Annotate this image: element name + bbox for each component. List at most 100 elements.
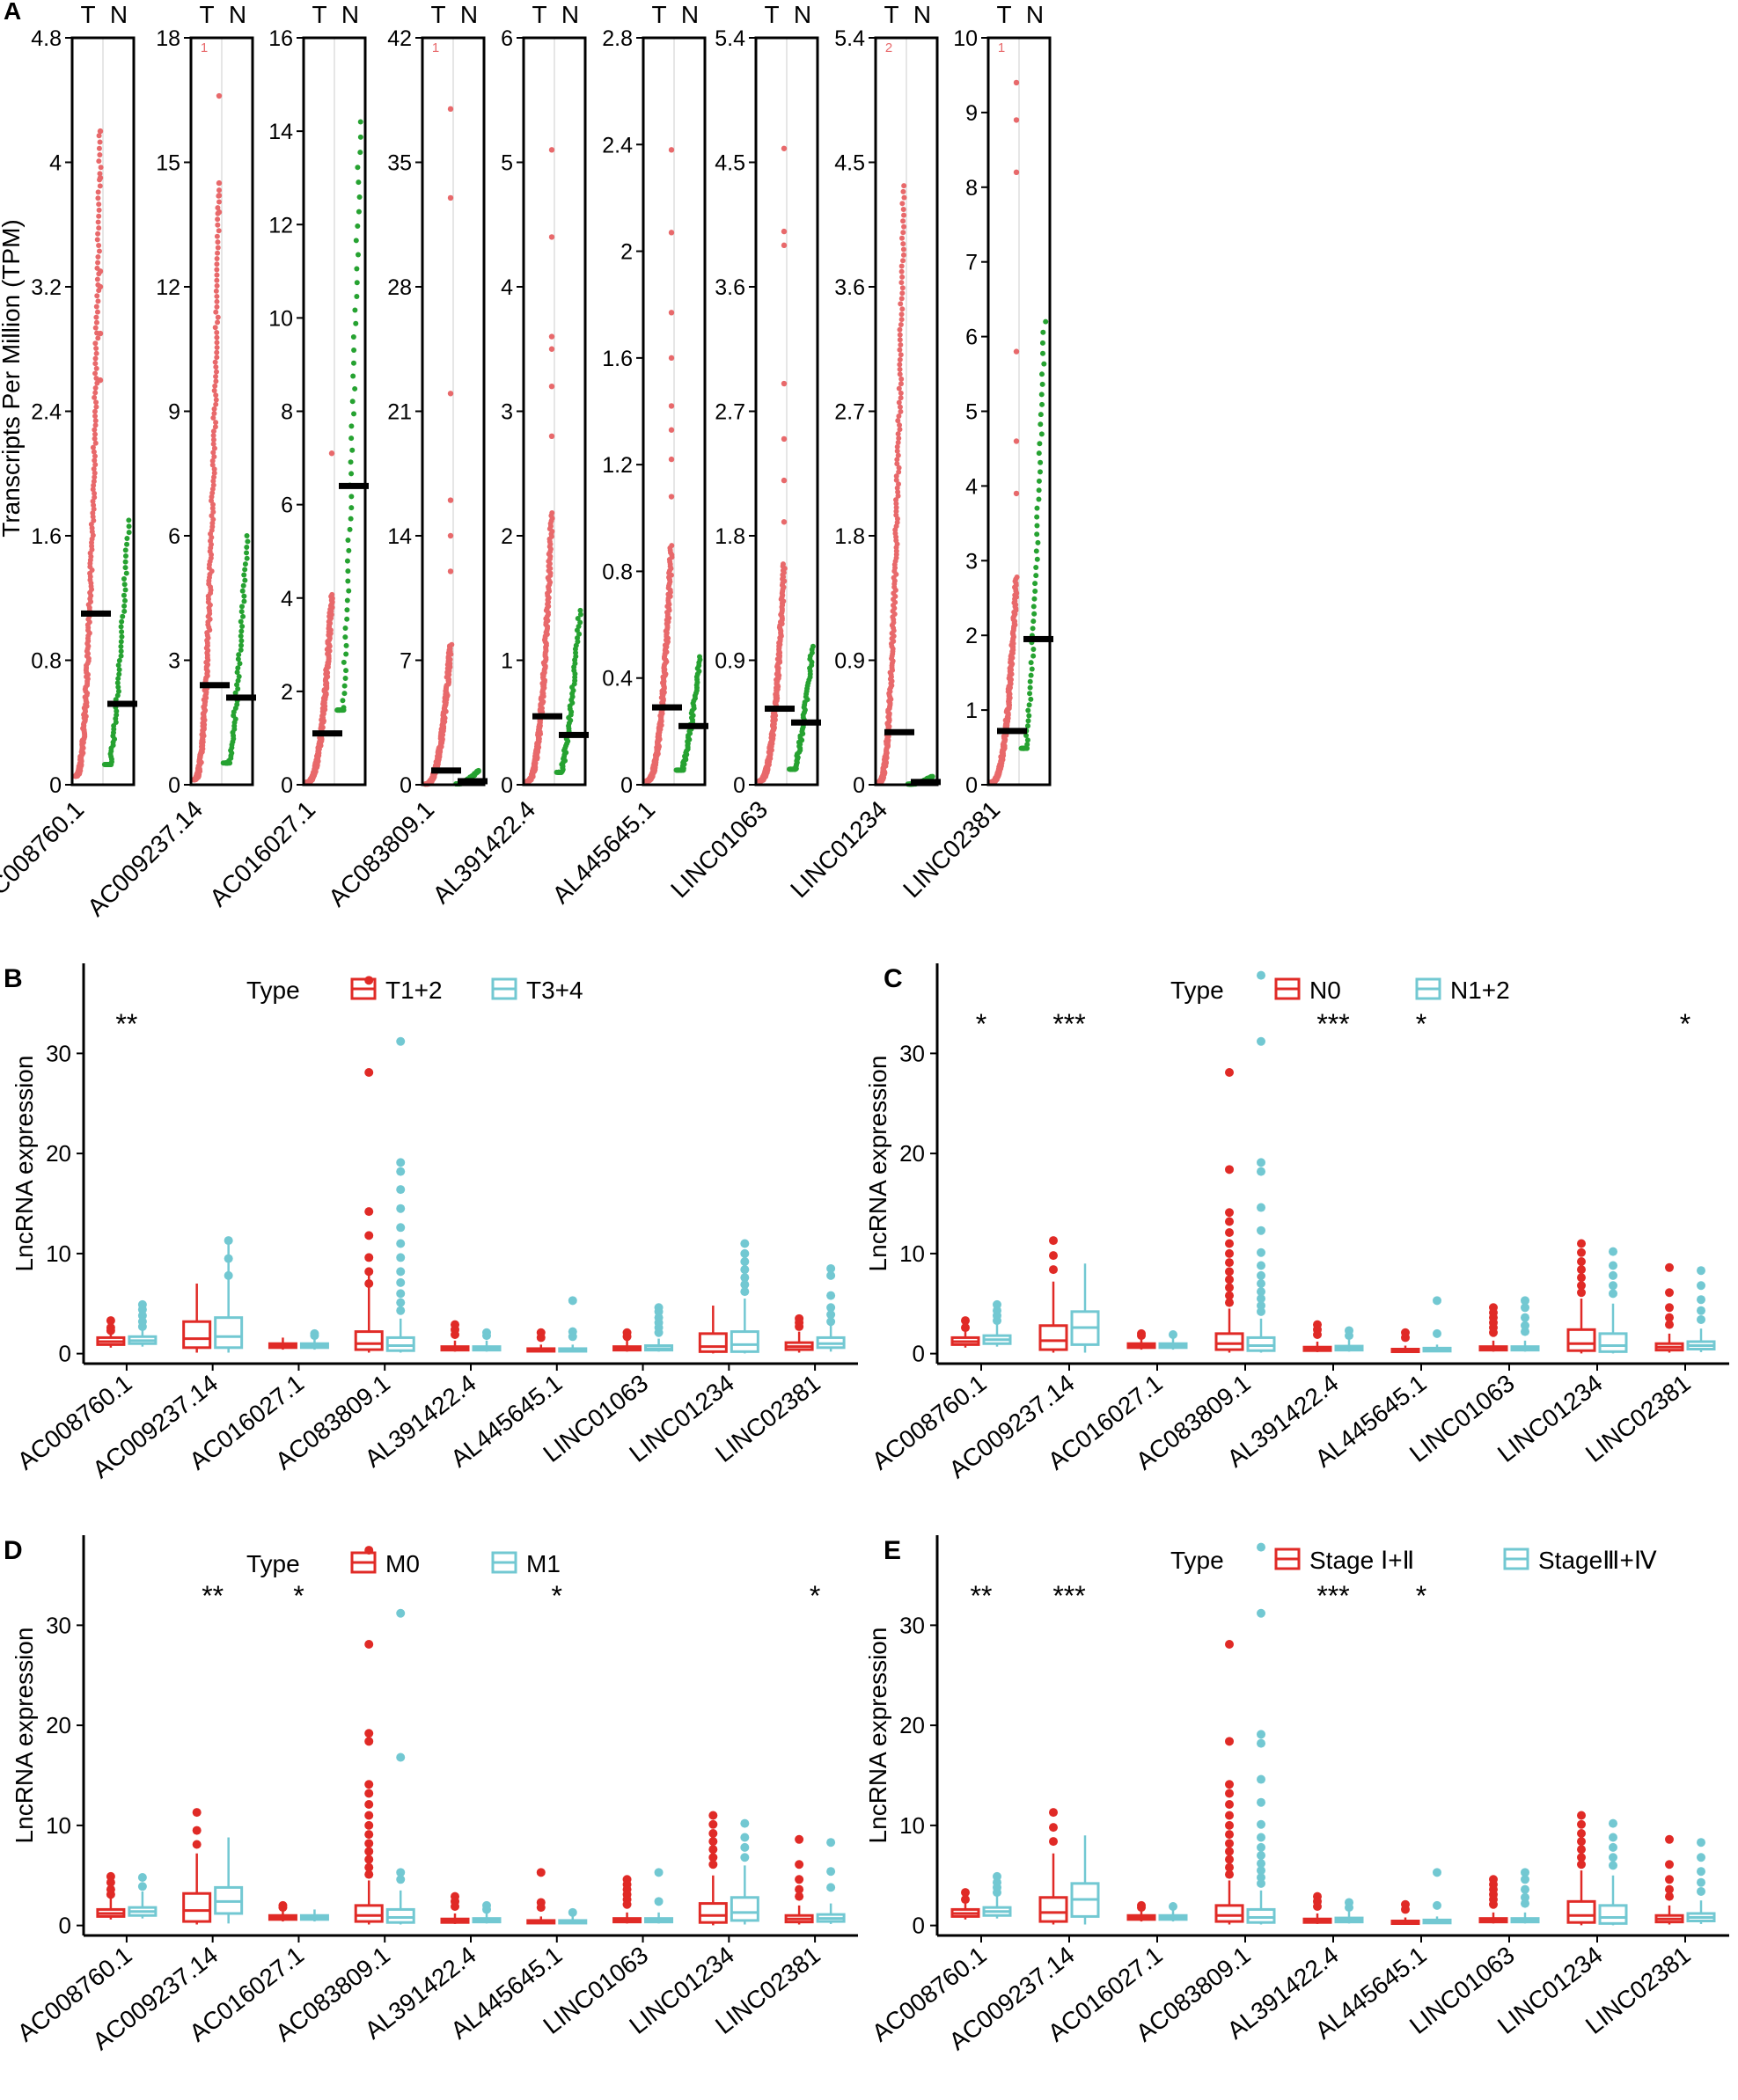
y-axis-label: LncRNA expression: [11, 1628, 38, 1844]
y-axis-label: LncRNA expression: [864, 1056, 891, 1272]
gene-label: AC008760.1: [0, 795, 89, 911]
normal-point: [1036, 487, 1042, 494]
normal-point: [120, 613, 126, 619]
normal-point: [238, 642, 245, 648]
normal-point: [119, 633, 125, 640]
tumor-point: [1013, 490, 1020, 497]
outlier-point: [1225, 1855, 1234, 1864]
outlier-point: [708, 1853, 718, 1862]
outlier-point: [1257, 1878, 1265, 1888]
outlier-point: [1257, 1797, 1265, 1807]
y-tick-label: 6: [965, 326, 978, 350]
normal-point: [348, 471, 355, 477]
tumor-point: [899, 306, 906, 312]
outlier-point: [1225, 1291, 1234, 1300]
normal-point: [348, 435, 355, 442]
y-tick-label: 2.7: [715, 400, 745, 425]
outlier-point: [1577, 1828, 1586, 1838]
outlier-point: [1433, 1296, 1441, 1306]
tumor-point: [895, 418, 901, 424]
normal-point: [352, 307, 358, 313]
y-tick-label: 15: [156, 151, 180, 176]
outlier-point: [1257, 1167, 1265, 1176]
subplot-frame: [70, 36, 136, 787]
outlier-point: [396, 1875, 406, 1884]
normal-point: [341, 659, 347, 665]
tumor-point: [216, 228, 222, 234]
tumor-point: [96, 133, 102, 139]
box: [214, 1316, 244, 1350]
outlier-point: [1257, 1608, 1265, 1618]
y-tick-label: 35: [387, 151, 412, 176]
normal-point: [1041, 361, 1047, 367]
normal-point: [1036, 478, 1042, 484]
tumor-point: [213, 401, 219, 407]
gene-label: AC083809.1: [323, 795, 439, 911]
normal-point: [1034, 523, 1040, 529]
gene-label: LINC01063: [665, 795, 773, 903]
box: [1214, 1332, 1244, 1351]
tumor-point: [212, 424, 218, 430]
outlier-point: [536, 1333, 546, 1343]
tumor-point: [668, 494, 675, 500]
outlier-point: [1665, 1303, 1674, 1313]
normal-point: [115, 688, 121, 694]
normal-point: [121, 582, 128, 588]
tumor-point: [214, 256, 220, 262]
tumor-point: [893, 501, 899, 507]
normal-point: [238, 628, 245, 634]
outlier-point: [364, 1847, 374, 1856]
y-tick-label: 1: [965, 699, 978, 723]
outlier-point: [1697, 1266, 1705, 1276]
tumor-point: [92, 422, 99, 428]
tumor-point: [97, 283, 104, 290]
tumor-point: [97, 128, 104, 135]
tumor-point: [893, 473, 899, 479]
outlier-point: [106, 1316, 115, 1326]
outlier-point: [1697, 1281, 1705, 1291]
tumor-point: [781, 477, 788, 484]
y-tick-label: 3.6: [715, 275, 745, 300]
normal-point: [354, 266, 360, 272]
outlier-point: [1225, 1799, 1234, 1809]
outlier-point: [1577, 1273, 1586, 1283]
outlier-point: [451, 1330, 459, 1340]
normal-point: [1031, 596, 1038, 602]
tumor-point: [900, 258, 906, 264]
outlier-point: [1225, 1267, 1234, 1277]
tumor-point: [449, 641, 455, 648]
normal-point: [234, 701, 240, 707]
normal-point: [1032, 588, 1038, 594]
outlier-point: [1225, 1258, 1234, 1268]
tumor-point: [213, 288, 219, 294]
tumor-point: [901, 212, 907, 218]
y-tick-label: 21: [387, 400, 412, 425]
tumor-point: [898, 376, 905, 382]
outlier-point: [1609, 1289, 1617, 1299]
normal-point: [238, 638, 245, 644]
y-tick-label: 28: [387, 275, 412, 300]
median-bar-n: [458, 778, 488, 785]
outlier-point: [1521, 1296, 1529, 1306]
legend-label-g2: N1+2: [1450, 977, 1510, 1004]
y-tick-label: 5: [501, 151, 513, 176]
y-tick-label: 2: [501, 524, 513, 549]
y-tick-label: 0: [965, 773, 978, 798]
normal-point: [1028, 672, 1034, 678]
normal-point: [356, 179, 362, 186]
tumor-point: [896, 399, 902, 406]
tumor-point: [216, 193, 223, 199]
significance-marker: *: [1416, 1580, 1426, 1612]
normal-point: [1029, 666, 1035, 672]
gene-label: AC009237.14: [82, 795, 208, 921]
normal-point: [344, 616, 350, 622]
outlier-point: [396, 1158, 406, 1167]
panel-label: E: [884, 1536, 901, 1565]
group-label-n: N: [341, 1, 359, 28]
y-tick-label: 3: [168, 649, 180, 674]
legend-label-g1: M0: [385, 1550, 420, 1577]
subplot-frame: [302, 36, 367, 787]
box: [1214, 1904, 1244, 1923]
outlier-point: [364, 1067, 374, 1077]
normal-point: [244, 555, 250, 561]
